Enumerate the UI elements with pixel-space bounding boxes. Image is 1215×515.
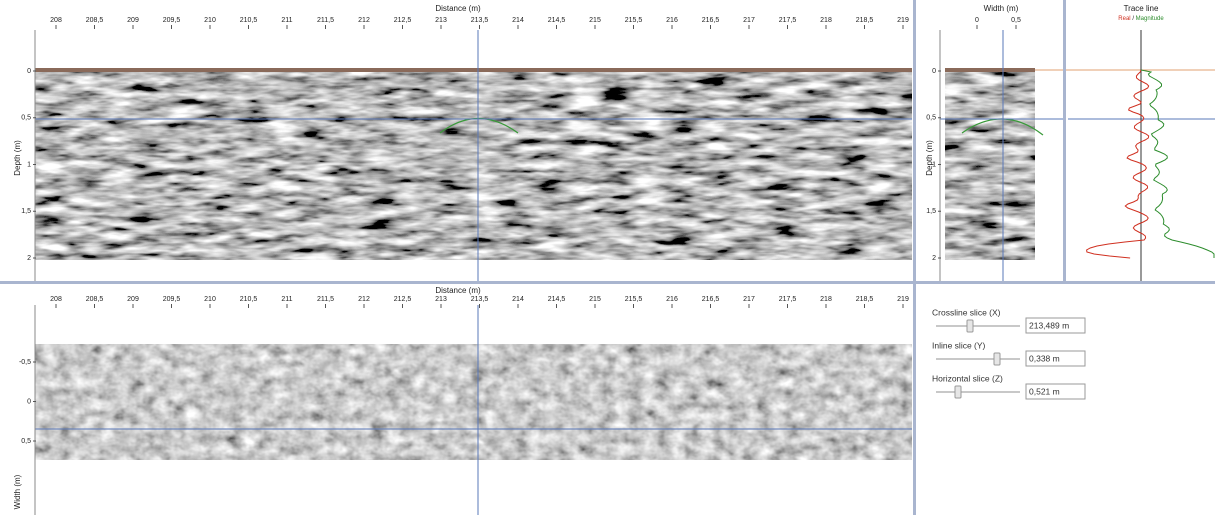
x-tick-label: 214: [512, 296, 524, 303]
x-tick-label: 208,5: [86, 296, 104, 303]
x-tick-label: 208,5: [86, 17, 104, 24]
radargram: [35, 68, 912, 260]
y-tick-label: 0,5: [926, 115, 936, 122]
surface-band: [35, 68, 912, 72]
value-text: 0,521 m: [1029, 386, 1060, 396]
axis-title: Distance (m): [435, 4, 481, 13]
x-tick-label: 215: [589, 17, 601, 24]
x-tick-label: 218: [820, 296, 832, 303]
y-tick-label: 0,5: [21, 438, 31, 445]
x-tick-label: 212,5: [394, 17, 412, 24]
gpr-viewer: Distance (m) Depth (m) Width (m) Depth (…: [0, 0, 1215, 515]
x-tick-label: 216,5: [702, 17, 720, 24]
x-tick-label: 213: [435, 17, 447, 24]
y-tick-label: 1: [932, 161, 936, 168]
value-text: 0,338 m: [1029, 353, 1060, 363]
x-tick-label: 210,5: [240, 296, 258, 303]
panel-title: Trace line: [1124, 4, 1159, 13]
x-tick-label: 212: [358, 296, 370, 303]
control-label: Crossline slice (X): [932, 307, 1001, 317]
x-tick-label: 214,5: [548, 296, 566, 303]
x-tick-label: 209,5: [163, 17, 181, 24]
y-tick-label: 0: [27, 68, 31, 75]
legend-real: Real: [1118, 16, 1130, 22]
x-tick-label: 211: [281, 17, 292, 24]
control-label: Inline slice (Y): [932, 340, 986, 350]
slider-thumb[interactable]: [967, 320, 973, 332]
axis-title: Width (m): [13, 474, 22, 509]
y-tick-label: 2: [27, 255, 31, 262]
slider-thumb[interactable]: [955, 386, 961, 398]
x-tick-label: 213: [435, 296, 447, 303]
x-tick-label: 218,5: [856, 296, 874, 303]
x-tick-label: 214,5: [548, 17, 566, 24]
axis-title: Width (m): [984, 4, 1019, 13]
x-tick-label: 0,5: [1011, 17, 1021, 24]
axis-title: Distance (m): [435, 286, 481, 295]
y-tick-label: 0,5: [21, 115, 31, 122]
control-label: Horizontal slice (Z): [932, 373, 1003, 383]
x-tick-label: 210,5: [240, 17, 258, 24]
x-tick-label: 217: [743, 296, 755, 303]
x-tick-label: 215,5: [625, 17, 643, 24]
magnitude-trace: [1141, 70, 1214, 258]
y-tick-label: 0: [27, 398, 31, 405]
legend: Real / Magnitude: [1118, 16, 1164, 22]
x-tick-label: 217,5: [779, 17, 797, 24]
x-tick-label: 219: [897, 296, 909, 303]
axis-title: Depth (m): [925, 140, 934, 176]
x-tick-label: 218,5: [856, 17, 874, 24]
x-tick-label: 209: [127, 17, 139, 24]
x-tick-label: 0: [975, 17, 979, 24]
x-tick-label: 217,5: [779, 296, 797, 303]
splitter[interactable]: [913, 0, 916, 515]
y-tick-label: 2: [932, 255, 936, 262]
y-tick-label: 1,5: [926, 208, 936, 215]
y-tick-label: 0: [932, 68, 936, 75]
x-tick-label: 216: [666, 296, 678, 303]
y-tick-label: 1,5: [21, 208, 31, 215]
x-tick-label: 219: [897, 17, 909, 24]
x-tick-label: 210: [204, 296, 216, 303]
x-tick-label: 211: [281, 296, 292, 303]
x-tick-label: 218: [820, 17, 832, 24]
splitter[interactable]: [0, 281, 1215, 284]
slider-thumb[interactable]: [994, 353, 1000, 365]
x-tick-label: 209,5: [163, 296, 181, 303]
legend-separator: /: [1132, 16, 1134, 22]
x-tick-label: 211,5: [317, 17, 334, 24]
x-tick-label: 213,5: [471, 17, 489, 24]
legend-magnitude: Magnitude: [1136, 16, 1165, 22]
splitter[interactable]: [1063, 0, 1066, 281]
x-tick-label: 208: [50, 296, 62, 303]
x-tick-label: 212: [358, 17, 370, 24]
page: Distance (m) Depth (m) Width (m) Depth (…: [0, 0, 1215, 515]
y-tick-label: -0,5: [19, 359, 31, 366]
x-tick-label: 209: [127, 296, 139, 303]
x-tick-label: 210: [204, 17, 216, 24]
x-tick-label: 217: [743, 17, 755, 24]
x-tick-label: 212,5: [394, 296, 412, 303]
x-tick-label: 213,5: [471, 296, 489, 303]
x-tick-label: 208: [50, 17, 62, 24]
x-tick-label: 211,5: [317, 296, 334, 303]
axis-title: Depth (m): [13, 140, 22, 176]
x-tick-label: 216: [666, 17, 678, 24]
x-tick-label: 214: [512, 17, 524, 24]
real-trace: [1087, 70, 1149, 258]
y-tick-label: 1: [27, 161, 31, 168]
x-tick-label: 215,5: [625, 296, 643, 303]
width-radargram: [945, 68, 1035, 260]
x-tick-label: 215: [589, 296, 601, 303]
surface-band: [945, 68, 1035, 72]
value-text: 213,489 m: [1029, 320, 1069, 330]
x-tick-label: 216,5: [702, 296, 720, 303]
depth-slice: [35, 344, 912, 460]
